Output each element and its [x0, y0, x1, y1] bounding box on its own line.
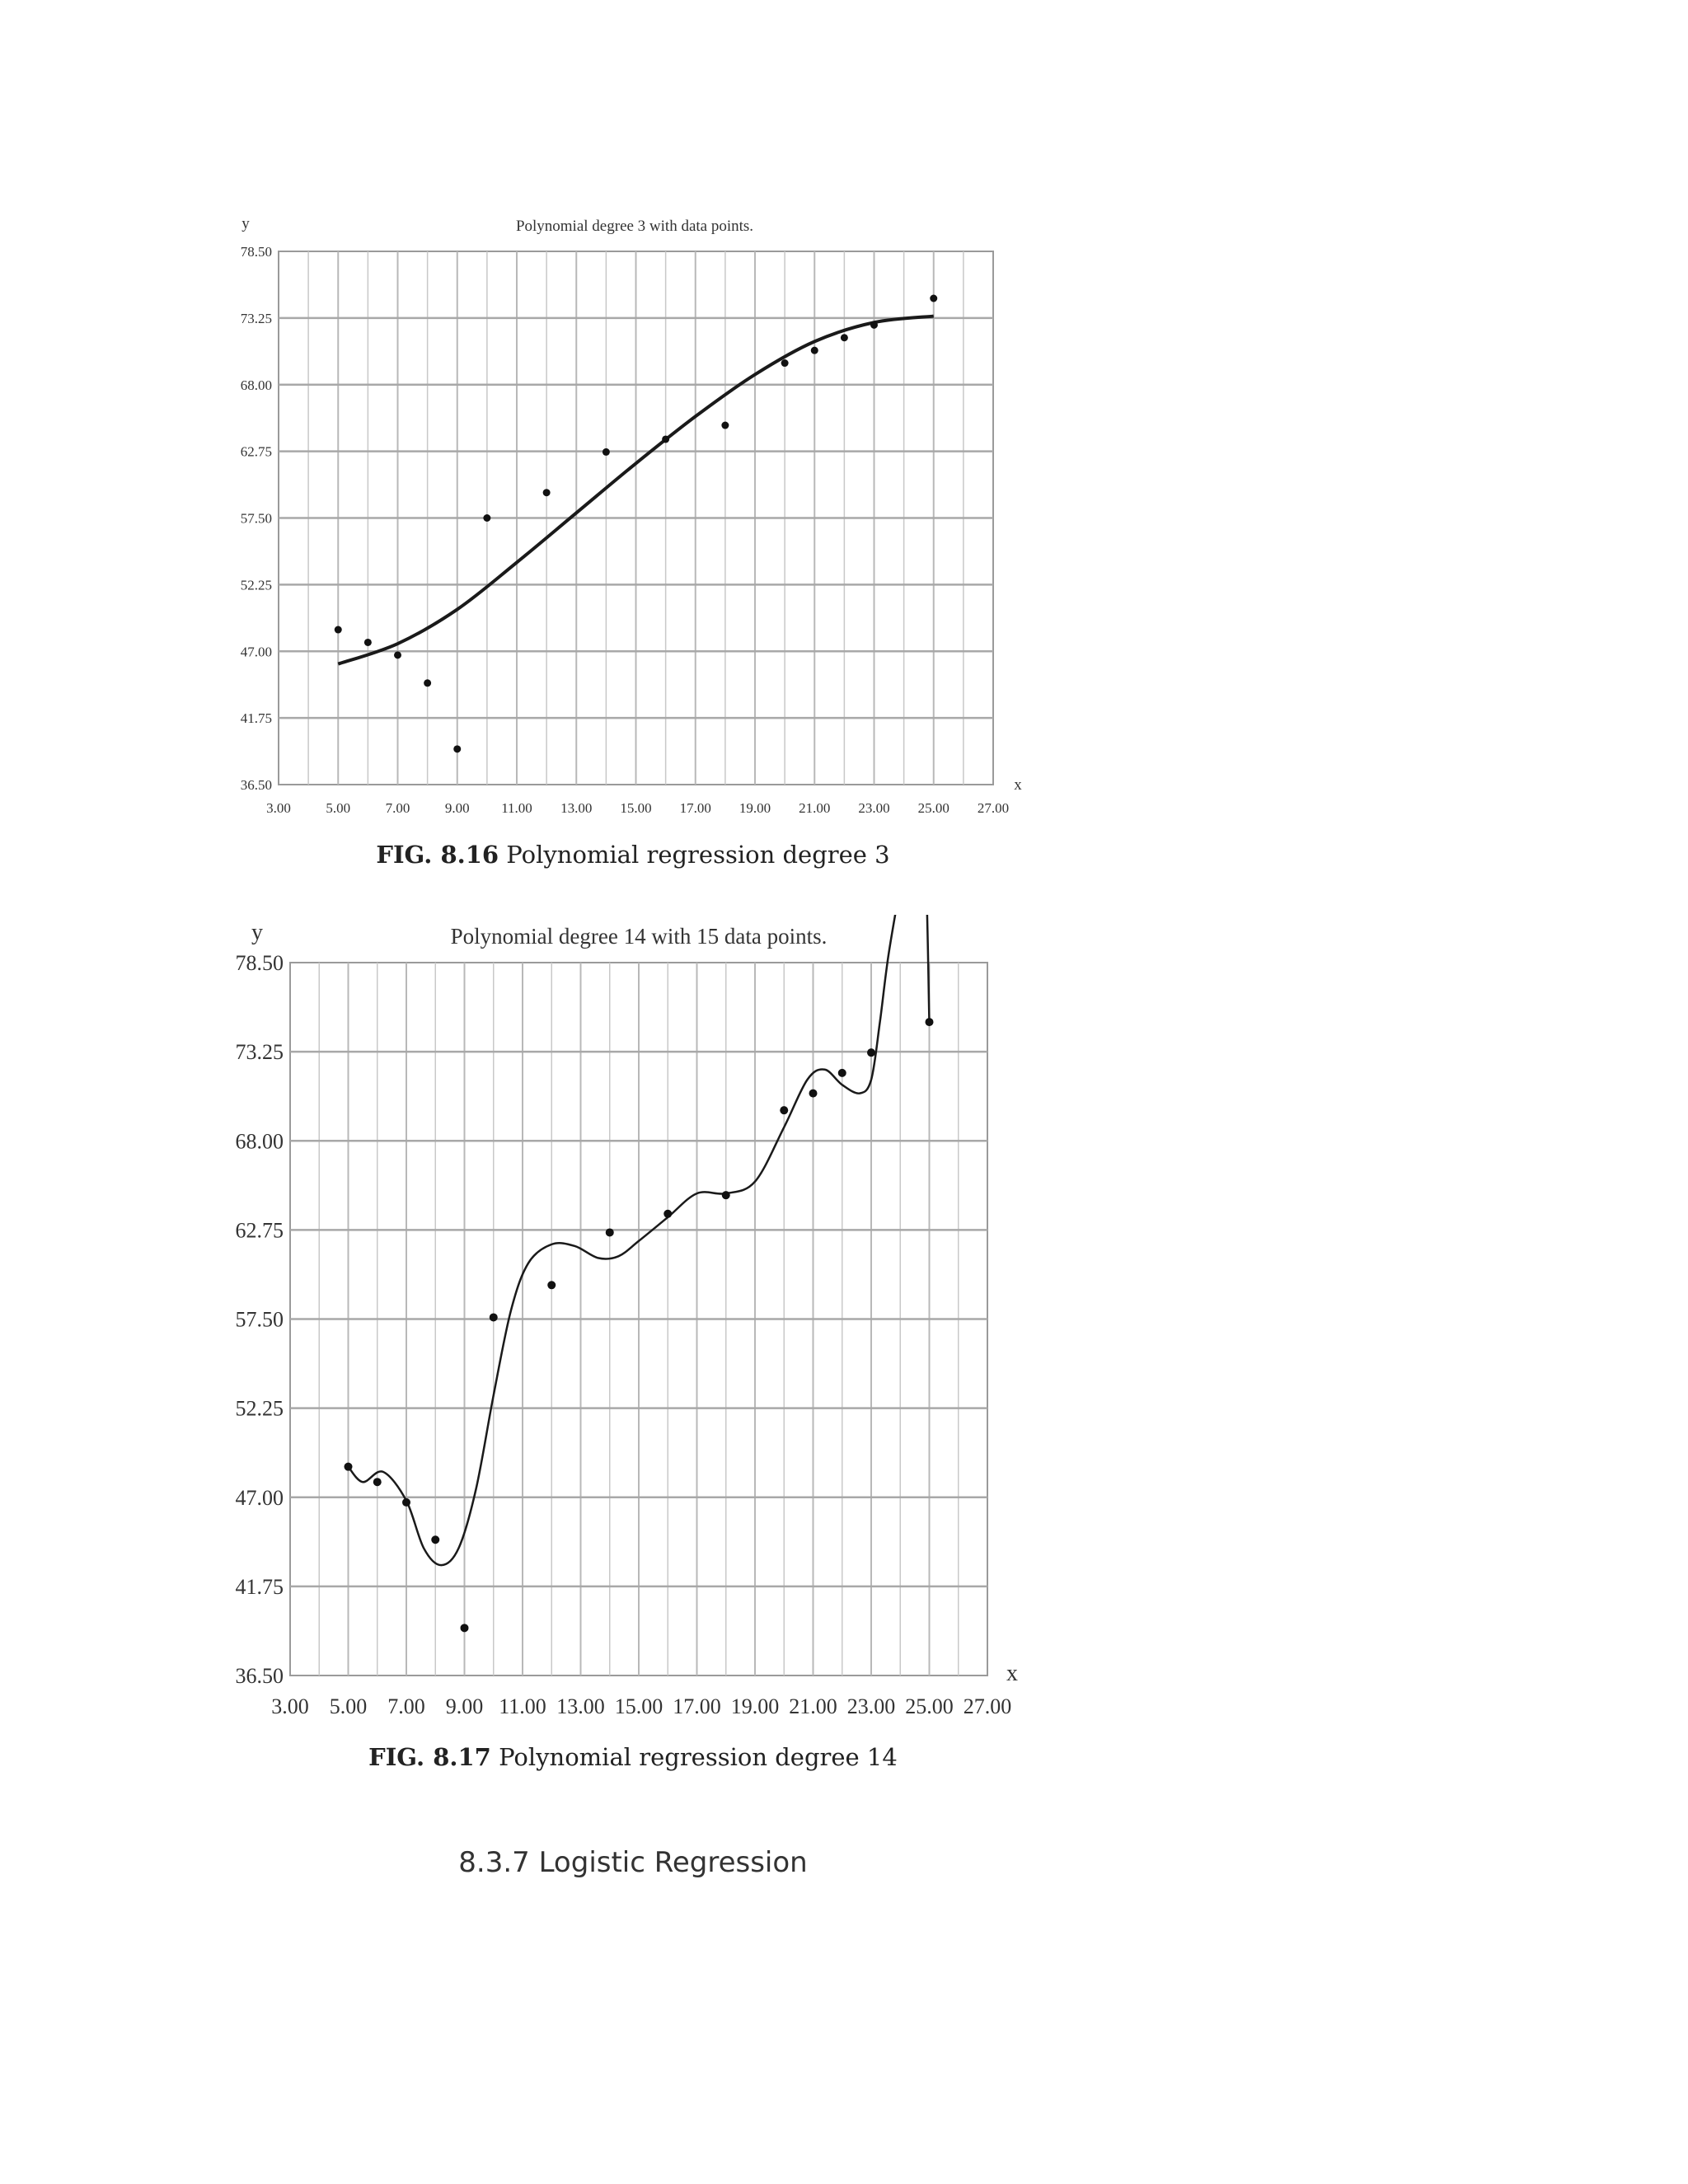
- section-heading: 8.3.7 Logistic Regression: [458, 1846, 808, 1879]
- x-tick-label: 9.00: [445, 800, 470, 816]
- y-tick-label: 47.00: [241, 644, 272, 659]
- y-tick-label: 78.50: [236, 951, 284, 975]
- y-axis-label: y: [251, 920, 263, 945]
- y-tick-label: 36.50: [241, 777, 272, 793]
- data-point: [840, 334, 848, 342]
- data-point: [424, 679, 432, 687]
- y-tick-label: 41.75: [241, 710, 272, 726]
- x-tick-label: 11.00: [501, 800, 532, 816]
- x-tick-label: 27.00: [978, 800, 1009, 816]
- y-tick-label: 78.50: [241, 244, 272, 260]
- data-point: [605, 1228, 614, 1237]
- x-tick-label: 3.00: [266, 800, 291, 816]
- data-point: [721, 421, 729, 429]
- data-point: [925, 1018, 934, 1027]
- figure-caption-8-16: FIG. 8.16 Polynomial regression degree 3: [0, 841, 1266, 869]
- data-point: [489, 1313, 498, 1322]
- data-point: [373, 1478, 382, 1487]
- y-tick-label: 36.50: [236, 1664, 284, 1688]
- x-tick-label: 13.00: [556, 1694, 605, 1718]
- x-tick-label: 15.00: [615, 1694, 663, 1718]
- y-tick-label: 73.25: [236, 1040, 284, 1064]
- data-point: [394, 651, 401, 659]
- x-tick-label: 17.00: [680, 800, 711, 816]
- data-point: [809, 1089, 818, 1098]
- x-axis-label: x: [1014, 776, 1022, 794]
- x-tick-label: 15.00: [620, 800, 651, 816]
- data-point: [483, 514, 491, 522]
- data-point: [867, 1048, 875, 1057]
- y-tick-label: 62.75: [241, 444, 272, 460]
- x-tick-label: 5.00: [330, 1694, 368, 1718]
- x-tick-label: 17.00: [673, 1694, 721, 1718]
- data-point: [431, 1535, 440, 1544]
- data-point: [810, 346, 818, 354]
- y-tick-label: 68.00: [236, 1129, 284, 1153]
- data-point: [334, 626, 342, 634]
- x-tick-label: 9.00: [446, 1694, 484, 1718]
- y-tick-label: 41.75: [236, 1575, 284, 1599]
- x-tick-label: 23.00: [847, 1694, 896, 1718]
- chart-title: Polynomial degree 3 with data points.: [516, 218, 753, 235]
- data-point: [547, 1281, 556, 1290]
- y-tick-label: 57.50: [236, 1308, 284, 1332]
- data-point: [460, 1624, 469, 1633]
- x-tick-label: 25.00: [905, 1694, 954, 1718]
- x-tick-label: 11.00: [499, 1694, 546, 1718]
- data-point: [344, 1462, 353, 1471]
- data-point: [721, 1191, 730, 1200]
- y-tick-label: 62.75: [236, 1218, 284, 1242]
- figure-caption-text: Polynomial regression degree 14: [490, 1743, 898, 1771]
- figure-label: FIG. 8.17: [368, 1743, 491, 1771]
- x-tick-label: 21.00: [789, 1694, 837, 1718]
- x-tick-label: 25.00: [918, 800, 950, 816]
- data-point: [402, 1497, 410, 1507]
- y-tick-label: 68.00: [241, 377, 272, 393]
- y-tick-label: 52.25: [241, 577, 272, 593]
- figure-caption-8-17: FIG. 8.17 Polynomial regression degree 1…: [0, 1743, 1266, 1771]
- y-tick-label: 52.25: [236, 1397, 284, 1421]
- y-tick-label: 73.25: [241, 311, 272, 326]
- data-point: [602, 448, 610, 456]
- x-tick-label: 13.00: [560, 800, 592, 816]
- data-point: [542, 489, 551, 497]
- chart-degree-14: 78.50 73.25 68.00 62.75 57.50 52.25 47.00 41.75…: [236, 915, 1018, 1718]
- x-tick-label: 3.00: [271, 1694, 309, 1718]
- data-point: [453, 745, 462, 753]
- x-tick-label: 7.00: [387, 1694, 425, 1718]
- y-axis-label: y: [241, 215, 250, 232]
- x-tick-label: 19.00: [739, 800, 771, 816]
- fit-curve: [337, 314, 934, 666]
- x-tick-label: 21.00: [799, 800, 830, 816]
- x-tick-label: 5.00: [326, 800, 350, 816]
- figure-caption-text: Polynomial regression degree 3: [499, 841, 890, 869]
- figure-label: FIG. 8.16: [376, 841, 499, 869]
- chart-degree-3: 78.50 73.25 68.00 62.75 57.50 52.25 47.00 41.75…: [241, 215, 1023, 816]
- data-point: [662, 435, 670, 443]
- x-tick-label: 27.00: [964, 1694, 1012, 1718]
- x-tick-label: 23.00: [858, 800, 889, 816]
- data-point: [363, 638, 372, 646]
- x-tick-label: 19.00: [731, 1694, 780, 1718]
- data-point: [781, 359, 789, 368]
- chart-title: Polynomial degree 14 with 15 data points…: [451, 924, 828, 949]
- x-axis-label: x: [1006, 1661, 1018, 1686]
- data-point: [870, 321, 878, 329]
- data-point: [663, 1209, 673, 1218]
- y-tick-label: 47.00: [236, 1486, 284, 1510]
- x-tick-label: 7.00: [386, 800, 410, 816]
- data-point: [930, 294, 938, 302]
- data-point: [837, 1068, 846, 1077]
- data-point: [780, 1106, 789, 1115]
- y-tick-label: 57.50: [241, 511, 272, 527]
